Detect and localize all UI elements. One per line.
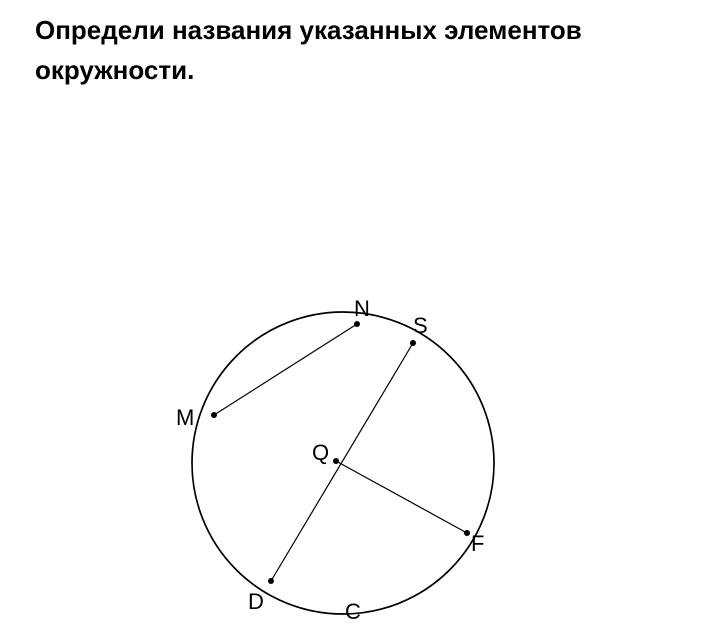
label-C: C xyxy=(345,599,361,625)
label-D: D xyxy=(248,589,264,615)
label-S: S xyxy=(413,313,428,339)
task-title: Определи названия указанных элементов ок… xyxy=(0,0,675,91)
label-F: F xyxy=(471,531,484,557)
label-N: N xyxy=(354,296,370,322)
geometry-svg xyxy=(0,91,720,621)
label-M: M xyxy=(176,405,194,431)
circle-figure: M N S Q F D C xyxy=(0,91,720,591)
label-Q: Q xyxy=(312,440,329,466)
